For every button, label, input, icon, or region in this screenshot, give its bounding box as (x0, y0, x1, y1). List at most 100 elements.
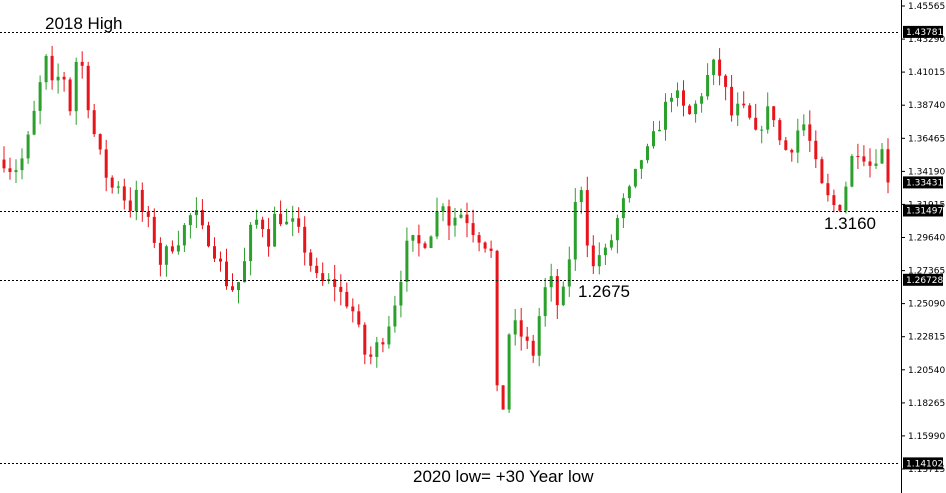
candle-body (778, 120, 782, 141)
current-price-label: 1.33431 (906, 178, 943, 188)
candle-body (682, 90, 685, 106)
candle-body (429, 236, 433, 248)
candle-body (285, 221, 289, 225)
candle-body (513, 320, 517, 335)
candle-body (104, 149, 108, 178)
y-tick-label: 1.29640 (908, 234, 945, 244)
candle-body (68, 79, 72, 112)
candle-body (32, 110, 36, 135)
candle-body (880, 149, 884, 164)
candle-body (549, 276, 553, 288)
candle-body (74, 61, 78, 112)
chart-annotations: 2018 High 1.2675 1.3160 2020 low= +30 Year … (45, 14, 876, 486)
candle-body (718, 59, 722, 76)
candle-body (664, 101, 667, 130)
candle-body (225, 261, 228, 287)
candle-body (423, 243, 427, 248)
candle-body (874, 163, 878, 166)
candle-body (465, 214, 469, 224)
candle-body (134, 189, 138, 211)
candle-body (627, 186, 631, 199)
candle-body (826, 183, 830, 196)
candle-body (345, 291, 349, 307)
candle-body (573, 202, 577, 260)
candle-body (315, 265, 319, 274)
candle-body (387, 326, 391, 345)
candle-body (8, 168, 12, 172)
candle-body (405, 240, 409, 282)
candle-body (868, 161, 872, 166)
candle-body (116, 186, 120, 188)
level-price-label: 1.14102 (906, 459, 943, 469)
candle-body (501, 385, 505, 410)
candle-body (850, 156, 854, 187)
candle-body (495, 250, 499, 386)
y-tick-label: 1.27365 (908, 267, 945, 277)
candle-body (369, 354, 373, 357)
candle-body (748, 105, 752, 118)
candle-body (213, 246, 216, 259)
candle-body (86, 65, 90, 111)
candle-body (393, 305, 397, 327)
candle-body (652, 131, 655, 147)
candle-body (856, 156, 860, 157)
candle-body (170, 246, 174, 252)
candle-body (483, 242, 487, 249)
candle-body (639, 160, 643, 169)
candle-body (279, 213, 283, 225)
candle-body (790, 149, 794, 153)
candle-body (38, 82, 42, 111)
y-tick-label: 1.25090 (908, 300, 945, 310)
candle-body (152, 216, 156, 243)
candle-body (80, 61, 84, 66)
candle-body (609, 240, 613, 248)
candle-body (273, 213, 277, 247)
candle-body (477, 235, 481, 243)
candle-body (146, 211, 150, 217)
level-price-label: 1.43781 (906, 28, 943, 38)
candle-body (862, 156, 866, 162)
candle-body (357, 311, 361, 325)
candle-body (700, 96, 704, 104)
candle-body (585, 190, 589, 246)
candle-body (261, 219, 265, 230)
candle-body (730, 86, 734, 116)
candle-body (182, 225, 186, 246)
candle-body (237, 282, 240, 291)
candle-body (110, 177, 114, 188)
candle-body (591, 245, 595, 267)
candle-body (243, 261, 246, 283)
candle-body (122, 186, 126, 201)
candle-body (321, 273, 325, 281)
candle-body (351, 306, 355, 312)
candle-body (267, 229, 271, 247)
candle-body (291, 218, 295, 222)
candle-body (832, 195, 836, 205)
y-tick-label: 1.34190 (908, 167, 945, 177)
candle-body (176, 245, 180, 252)
candle-body (255, 219, 259, 225)
candle-body (164, 246, 168, 265)
candle-body (754, 117, 758, 130)
candle-body (537, 316, 541, 356)
candle-body (188, 215, 192, 226)
level-price-box (903, 25, 943, 38)
candle-body (158, 242, 162, 265)
candle-body (886, 149, 890, 183)
candle-body (555, 276, 559, 306)
candle-body (26, 134, 30, 159)
candle-body (62, 76, 66, 80)
candle-body (597, 255, 601, 267)
candle-body (760, 129, 764, 131)
candle-body (471, 223, 475, 235)
price-axis: 1.45565 1.43290 1.41015 1.38740 1.36465 1.341… (901, 2, 945, 475)
annotation-label: 2018 High (45, 14, 123, 33)
candle-body (399, 281, 403, 306)
candle-body (417, 235, 421, 244)
candle-body (814, 140, 818, 160)
candle-body (363, 324, 367, 355)
candle-body (303, 226, 307, 253)
candle-body (543, 287, 547, 317)
y-tick-label: 1.43290 (908, 35, 945, 45)
candle-body (98, 134, 102, 150)
